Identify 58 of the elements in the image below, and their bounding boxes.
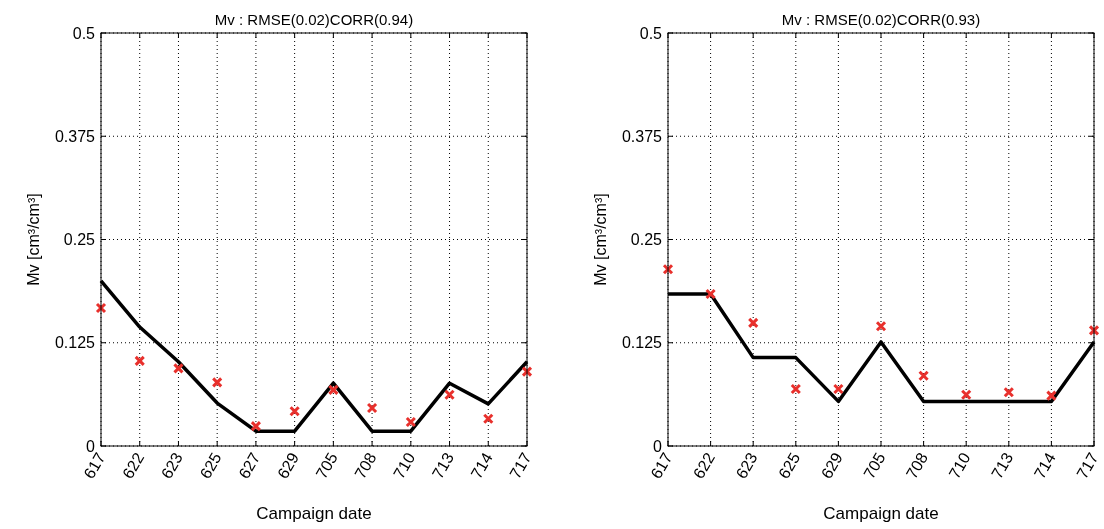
point [747, 317, 759, 329]
point [366, 402, 378, 414]
y-tick-label: 0.125 [54, 334, 96, 352]
y-tick-label: 0.5 [639, 24, 663, 42]
point [918, 370, 930, 382]
point [1088, 324, 1100, 336]
x-tick-label: 623 [157, 449, 186, 482]
x-tick-label: 717 [506, 449, 535, 482]
point [211, 376, 223, 388]
point [172, 362, 184, 374]
x-tick-label: 713 [988, 449, 1017, 482]
point [250, 420, 262, 432]
x-tick-label: 629 [274, 449, 303, 482]
x-tick-label: 708 [902, 449, 932, 482]
point [444, 389, 456, 401]
x-tick-label: 714 [467, 449, 496, 482]
x-tick-label: 623 [732, 449, 761, 482]
point [482, 413, 494, 425]
y-tick-label: 0.375 [54, 127, 96, 145]
x-tick-label: 627 [235, 449, 264, 482]
y-tick-label: 0.5 [72, 24, 96, 42]
chart-title: Mv : RMSE(0.02)CORR(0.93) [781, 11, 981, 28]
chart-title: Mv : RMSE(0.02)CORR(0.94) [214, 11, 414, 28]
y-tick-label: 0.25 [630, 231, 663, 249]
y-tick-label: 0.125 [621, 334, 663, 352]
x-tick-label: 625 [775, 449, 804, 482]
x-tick-label: 705 [860, 449, 889, 482]
x-tick-label: 717 [1073, 449, 1102, 482]
point [289, 405, 301, 417]
x-tick-label: 622 [119, 449, 148, 482]
x-tick-label: 713 [428, 449, 458, 482]
x-tick-label: 622 [689, 449, 719, 482]
x-tick-label: 708 [351, 449, 380, 482]
x-tick-label: 714 [1030, 449, 1059, 482]
point [832, 383, 844, 395]
point [1045, 390, 1057, 402]
x-axis-title: Campaign date [823, 504, 939, 523]
point [662, 263, 674, 275]
x-tick-label: 710 [390, 449, 419, 482]
x-tick-label: 705 [312, 449, 341, 482]
y-tick-label: 0.375 [621, 127, 663, 145]
x-tick-label: 629 [817, 449, 846, 482]
point [521, 366, 533, 378]
x-tick-label: 625 [196, 449, 225, 482]
point [405, 416, 417, 428]
x-tick-label: 710 [945, 449, 974, 482]
x-axis-title: Campaign date [256, 504, 372, 523]
point [705, 288, 717, 300]
point [1003, 386, 1015, 398]
point [134, 355, 146, 367]
point [95, 302, 107, 314]
point [790, 383, 802, 395]
point [960, 389, 972, 401]
y-axis-title: Mv [cm³/cm³] [592, 193, 609, 286]
y-tick-label: 0.25 [63, 231, 96, 249]
point [327, 384, 339, 396]
point [875, 320, 887, 332]
y-axis-title: Mv [cm³/cm³] [25, 193, 42, 286]
